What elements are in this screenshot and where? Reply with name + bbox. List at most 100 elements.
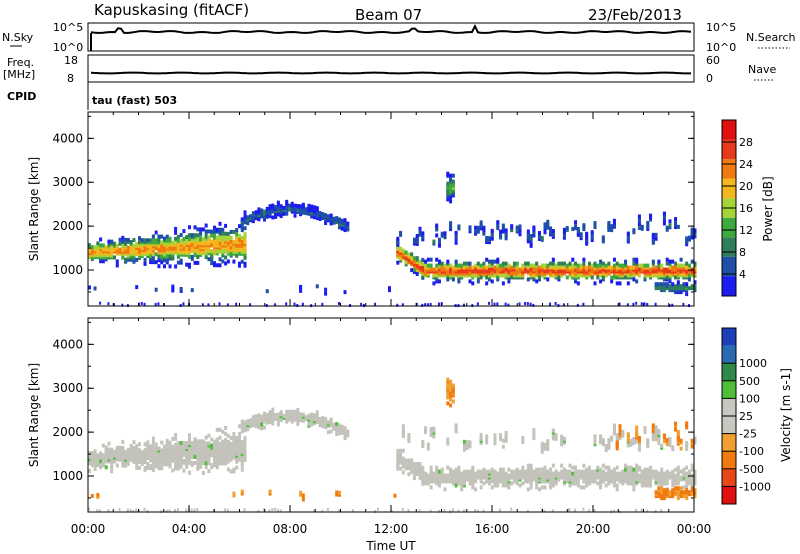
velocity-colorbar-tick-label: 1000 — [739, 357, 767, 370]
power-cell — [199, 231, 203, 236]
velocity-cell — [624, 463, 628, 468]
velocity-cell — [540, 467, 544, 472]
power-cell — [482, 261, 486, 266]
velocity-cell — [193, 443, 197, 448]
velocity-cell — [693, 436, 697, 441]
power-cell — [287, 203, 291, 208]
velocity-cell-lowrange — [243, 508, 246, 512]
velocity-cell-lowrange — [274, 507, 277, 511]
velocity-cell — [535, 467, 539, 472]
power-cell — [674, 265, 678, 270]
velocity-cell — [143, 442, 147, 447]
velocity-cell — [546, 447, 550, 452]
power-cell — [410, 252, 414, 257]
velocity-cell — [443, 473, 447, 478]
velocity-cell — [393, 493, 397, 498]
velocity-cell — [140, 461, 144, 466]
velocity-cell — [412, 474, 416, 479]
velocity-cell — [193, 460, 197, 465]
velocity-cell — [618, 471, 622, 476]
power-cell — [599, 259, 603, 264]
velocity-cell — [160, 440, 164, 445]
velocity-ytick-label-3: 4000 — [52, 337, 83, 351]
velocity-cell — [618, 475, 622, 480]
velocity-cell — [424, 481, 428, 486]
power-cell — [568, 261, 572, 266]
velocity-cell-lowrange — [257, 509, 260, 513]
velocity-cell — [321, 424, 325, 429]
velocity-cell — [529, 463, 533, 468]
power-cell-lowrange — [529, 302, 532, 306]
power-cell-lowrange — [235, 302, 238, 306]
power-cell — [476, 279, 480, 284]
velocity-cell — [585, 467, 589, 472]
power-cell — [187, 225, 191, 230]
power-cell — [240, 224, 244, 229]
power-cell — [507, 263, 511, 268]
velocity-cell — [460, 487, 464, 492]
velocity-cell — [474, 487, 478, 492]
velocity-cell — [626, 465, 630, 470]
power-cell — [435, 257, 439, 262]
velocity-cell-lowrange — [593, 508, 596, 512]
power-cell — [626, 231, 630, 236]
power-cell — [685, 265, 689, 270]
velocity-cell — [599, 479, 603, 484]
velocity-cell — [179, 440, 183, 445]
velocity-cell — [221, 443, 225, 448]
velocity-cell — [493, 469, 497, 474]
power-cell — [546, 219, 550, 224]
velocity-cell — [635, 425, 639, 430]
power-cell — [571, 226, 575, 231]
power-cell — [693, 261, 697, 266]
velocity-cell — [246, 419, 250, 424]
power-cell-lowrange — [274, 303, 277, 307]
velocity-cell — [649, 465, 653, 470]
power-cell — [535, 261, 539, 266]
velocity-cell — [521, 481, 525, 486]
power-cell — [204, 255, 208, 260]
velocity-cell — [493, 433, 497, 438]
power-cell-lowrange — [426, 303, 429, 307]
power-cell — [88, 285, 91, 290]
power-cell — [460, 263, 464, 268]
power-cell — [660, 282, 664, 287]
velocity-cell-lowrange — [587, 509, 590, 513]
power-cell-lowrange — [462, 303, 465, 307]
power-cell — [201, 227, 205, 232]
power-cell — [196, 237, 200, 242]
power-cell-lowrange — [549, 302, 552, 306]
power-cell — [415, 234, 419, 239]
power-cell — [271, 215, 275, 220]
power-cell — [451, 179, 455, 184]
power-cell — [485, 257, 489, 262]
power-cell-lowrange — [301, 302, 304, 306]
power-cell — [137, 240, 141, 245]
velocity-cell — [182, 440, 186, 445]
velocity-cell — [232, 435, 236, 440]
power-cell — [115, 259, 119, 264]
power-cell — [607, 261, 611, 266]
nsky-frame — [87, 22, 695, 52]
power-cell — [221, 235, 225, 240]
power-cell — [537, 265, 541, 270]
velocity-cell — [607, 438, 611, 443]
power-cell — [99, 243, 103, 248]
power-cell — [154, 252, 158, 257]
velocity-cell — [637, 435, 641, 440]
velocity-cell — [429, 465, 433, 470]
power-cell — [132, 243, 136, 248]
power-cell — [299, 284, 303, 289]
power-cell — [290, 201, 294, 206]
velocity-cell — [635, 467, 639, 472]
velocity-cell — [637, 465, 641, 470]
velocity-cell — [343, 426, 347, 431]
velocity-cell — [676, 492, 680, 497]
power-cell-lowrange — [626, 303, 629, 307]
power-cell — [610, 275, 614, 280]
velocity-cell — [510, 473, 514, 478]
power-cell-lowrange — [374, 302, 377, 306]
velocity-cell — [632, 481, 636, 486]
velocity-cell — [340, 424, 344, 429]
power-cell — [429, 257, 433, 262]
